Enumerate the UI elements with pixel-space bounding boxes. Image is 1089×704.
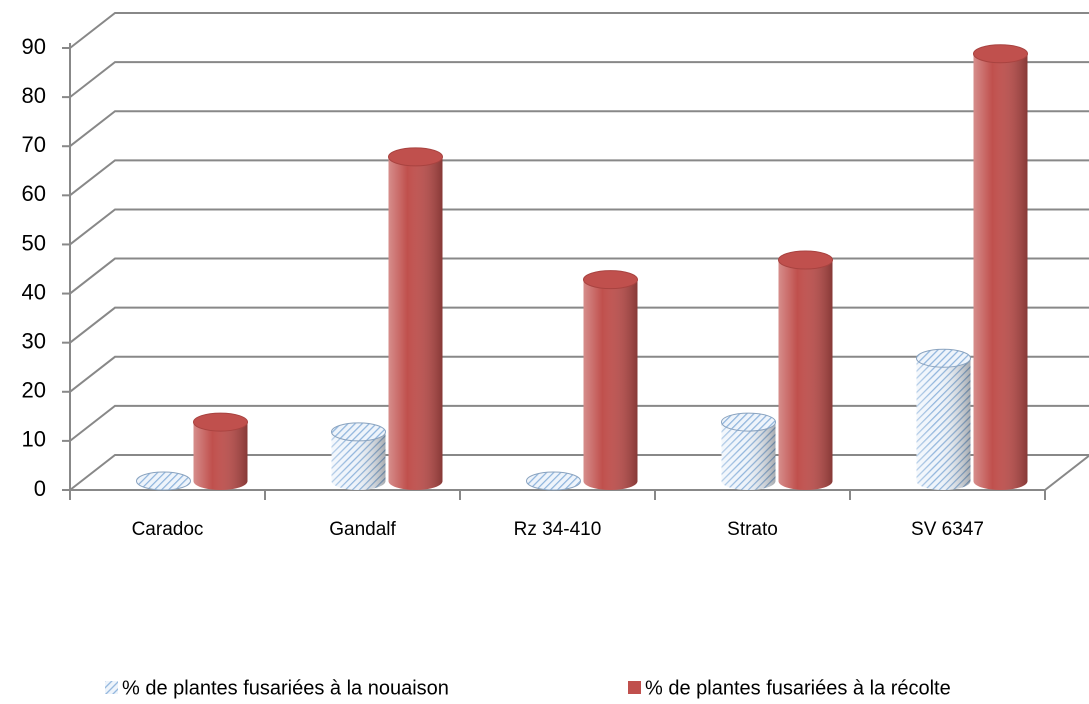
bar <box>193 412 248 491</box>
x-tick-label: Gandalf <box>329 519 396 540</box>
y-tick-label: 0 <box>34 476 46 501</box>
bar <box>583 270 638 491</box>
bar <box>973 44 1028 491</box>
y-tick-label: 40 <box>22 279 46 304</box>
bar-top <box>973 44 1028 64</box>
x-tick-label: Strato <box>727 519 778 540</box>
bar-top <box>526 471 581 491</box>
bar <box>331 422 386 491</box>
bar-top <box>331 422 386 442</box>
grid-line <box>69 159 1089 197</box>
bar <box>526 471 581 491</box>
bar <box>916 348 971 491</box>
bar-top <box>388 147 443 167</box>
legend-swatch <box>628 681 641 694</box>
y-tick-label: 30 <box>22 328 46 353</box>
bar-shade <box>721 422 776 491</box>
bar <box>721 412 776 491</box>
bar-top <box>193 412 248 432</box>
bar <box>778 250 833 491</box>
legend-label: % de plantes fusariées à la récolte <box>645 677 951 699</box>
grid-line <box>69 404 1089 442</box>
grid-line <box>69 306 1089 344</box>
bar-top <box>721 412 776 432</box>
y-tick-label: 80 <box>22 83 46 108</box>
grid-line <box>69 355 1089 393</box>
bar-shade <box>973 53 1028 491</box>
grid-line <box>69 110 1089 148</box>
y-tick-label: 70 <box>22 132 46 157</box>
bar <box>388 147 443 491</box>
legend-label: % de plantes fusariées à la nouaison <box>122 677 449 699</box>
bar-top <box>916 348 971 368</box>
y-tick-label: 90 <box>22 34 46 59</box>
grid-line <box>69 257 1089 295</box>
bar-shade <box>331 431 386 491</box>
bar-shade <box>583 279 638 491</box>
grid-line <box>69 208 1089 246</box>
bar <box>136 471 191 491</box>
bar-shade <box>388 156 443 491</box>
x-tick-label: Rz 34-410 <box>514 519 602 540</box>
grid-line <box>69 12 1089 49</box>
x-tick-label: Caradoc <box>132 519 204 540</box>
legend-swatch <box>105 681 118 694</box>
bar-shade <box>778 260 833 491</box>
y-tick-label: 20 <box>22 378 46 403</box>
y-tick-label: 50 <box>22 230 46 255</box>
y-tick-label: 10 <box>22 427 46 452</box>
x-tick-label: SV 6347 <box>911 519 984 540</box>
grid-line <box>69 61 1089 98</box>
bar-shade <box>916 358 971 491</box>
y-tick-label: 60 <box>22 181 46 206</box>
bar-top <box>136 471 191 491</box>
bar-top <box>583 270 638 290</box>
bar-top <box>778 250 833 270</box>
bar-shade <box>193 422 248 491</box>
